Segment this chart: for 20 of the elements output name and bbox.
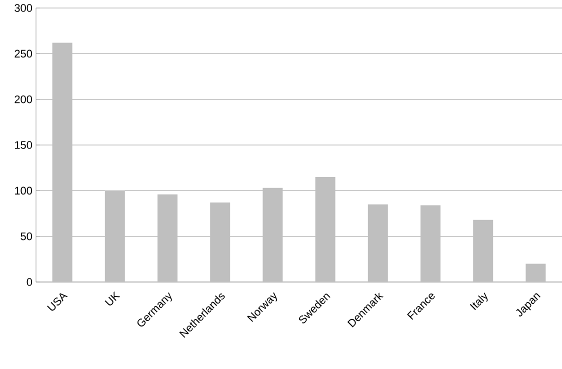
bar bbox=[473, 220, 494, 282]
bar bbox=[526, 264, 546, 282]
bar bbox=[420, 205, 441, 282]
x-tick-label: UK bbox=[104, 291, 120, 306]
bar bbox=[210, 202, 230, 282]
bar bbox=[262, 188, 283, 282]
bar bbox=[52, 42, 72, 282]
y-tick-label: 50 bbox=[20, 232, 32, 240]
y-tick-label: 250 bbox=[14, 50, 32, 58]
y-tick-label: 300 bbox=[14, 4, 32, 12]
x-tick-label: USA bbox=[47, 293, 68, 311]
y-tick-label: 100 bbox=[15, 186, 32, 195]
x-tick-label: Italy bbox=[470, 292, 488, 310]
bar bbox=[368, 204, 388, 282]
y-tick-label: 0 bbox=[26, 278, 32, 286]
bar bbox=[315, 176, 336, 282]
bar bbox=[104, 190, 125, 282]
y-tick-label: 150 bbox=[15, 141, 32, 149]
bar bbox=[158, 194, 178, 282]
y-tick-label: 200 bbox=[14, 95, 32, 104]
